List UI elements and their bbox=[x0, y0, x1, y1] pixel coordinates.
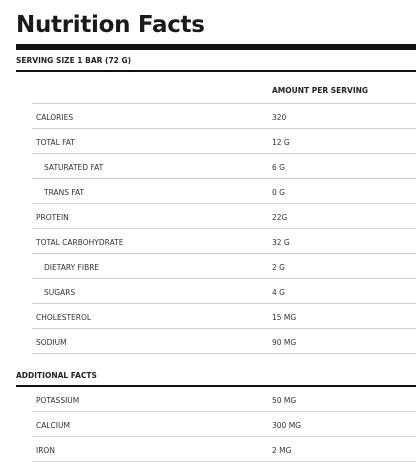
additional-row-potassium: POTASSIUM 50 MG bbox=[32, 387, 416, 412]
nutrient-value: 50 MG bbox=[272, 396, 297, 405]
nutrient-value: 4 G bbox=[272, 288, 285, 297]
nutrient-row-cholesterol: CHOLESTEROL 15 MG bbox=[32, 304, 416, 329]
nutrient-label: SATURATED FAT bbox=[44, 163, 104, 172]
nutrient-row-calories: CALORIES 320 bbox=[32, 104, 416, 129]
serving-divider bbox=[16, 70, 416, 72]
nutrient-value: 2 G bbox=[272, 263, 285, 272]
nutrient-value: 0 G bbox=[272, 188, 285, 197]
nutrient-label: TRANS FAT bbox=[44, 188, 85, 197]
additional-facts-heading: ADDITIONAL FACTS bbox=[16, 371, 97, 380]
nutrient-label: SUGARS bbox=[44, 288, 76, 297]
nutrient-value: 2 MG bbox=[272, 446, 292, 455]
nutrient-value: 12 G bbox=[272, 138, 290, 147]
nutrient-label: POTASSIUM bbox=[36, 396, 80, 405]
nutrient-value: 22G bbox=[272, 213, 288, 222]
additional-row-iron: IRON 2 MG bbox=[32, 437, 416, 462]
page-title: Nutrition Facts bbox=[16, 12, 205, 38]
nutrient-value: 6 G bbox=[272, 163, 285, 172]
nutrient-label: CHOLESTEROL bbox=[36, 313, 92, 322]
nutrient-value: 15 MG bbox=[272, 313, 297, 322]
serving-size: SERVING SIZE 1 BAR (72 G) bbox=[16, 56, 132, 65]
nutrient-row-dietary-fibre: DIETARY FIBRE 2 G bbox=[32, 254, 416, 279]
additional-facts-divider bbox=[16, 385, 416, 387]
nutrient-row-sugars: SUGARS 4 G bbox=[32, 279, 416, 304]
nutrient-row-total-carbohydrate: TOTAL CARBOHYDRATE 32 G bbox=[32, 229, 416, 254]
title-divider bbox=[16, 44, 416, 50]
nutrient-label: PROTEIN bbox=[36, 213, 69, 222]
nutrient-value: 90 MG bbox=[272, 338, 297, 347]
nutrient-label: CALCIUM bbox=[36, 421, 70, 430]
nutrient-label: CALORIES bbox=[36, 113, 74, 122]
nutrient-label: TOTAL FAT bbox=[36, 138, 75, 147]
nutrient-row-trans-fat: TRANS FAT 0 G bbox=[32, 179, 416, 204]
additional-row-calcium: CALCIUM 300 MG bbox=[32, 412, 416, 437]
nutrient-label: TOTAL CARBOHYDRATE bbox=[36, 238, 124, 247]
nutrient-label: IRON bbox=[36, 446, 55, 455]
nutrient-row-saturated-fat: SATURATED FAT 6 G bbox=[32, 154, 416, 179]
nutrient-value: 32 G bbox=[272, 238, 290, 247]
header-divider bbox=[32, 103, 416, 104]
amount-per-serving-header: AMOUNT PER SERVING bbox=[272, 86, 369, 95]
nutrient-row-sodium: SODIUM 90 MG bbox=[32, 329, 416, 354]
nutrient-value: 320 bbox=[272, 113, 287, 122]
nutrient-row-total-fat: TOTAL FAT 12 G bbox=[32, 129, 416, 154]
nutrient-value: 300 MG bbox=[272, 421, 301, 430]
nutrient-label: SODIUM bbox=[36, 338, 67, 347]
nutrient-row-protein: PROTEIN 22G bbox=[32, 204, 416, 229]
nutrient-label: DIETARY FIBRE bbox=[44, 263, 100, 272]
